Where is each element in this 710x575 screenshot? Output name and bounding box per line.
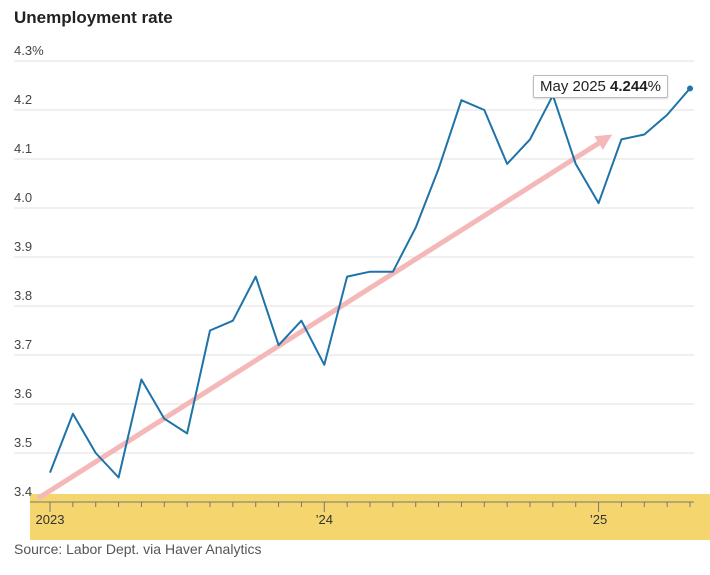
y-tick-label: 3.5	[14, 435, 32, 450]
source-note: Source: Labor Dept. via Haver Analytics	[14, 541, 262, 557]
value-tooltip: May 2025 4.244%	[533, 75, 668, 99]
trend-line	[37, 136, 609, 500]
y-tick-label: 3.7	[14, 337, 32, 352]
trend-layer	[37, 134, 613, 500]
y-tick-label: 3.9	[14, 239, 32, 254]
x-axis: 2023 ’24 ’25	[30, 501, 694, 527]
tooltip-unit: %	[647, 78, 661, 96]
y-tick-label: 3.8	[14, 288, 32, 303]
highlight-band-layer	[30, 494, 710, 540]
y-tick-label: 4.1	[14, 141, 32, 156]
x-tick-label: 2023	[36, 512, 65, 527]
series-layer	[49, 85, 693, 479]
last-point-marker[interactable]	[687, 85, 693, 92]
tooltip-value: 4.244	[610, 78, 648, 96]
chart-title: Unemployment rate	[14, 8, 173, 27]
y-tick-label: 4.3%	[14, 43, 44, 58]
y-tick-label: 4.0	[14, 190, 32, 205]
tooltip-date: May 2025	[540, 78, 606, 96]
y-tick-label: 4.2	[14, 92, 32, 107]
y-tick-label: 3.6	[14, 386, 32, 401]
x-tick-label: ’24	[316, 512, 333, 527]
highlight-band	[30, 494, 710, 540]
trend-arrowhead	[594, 134, 613, 150]
y-tick-label: 3.4	[14, 484, 32, 499]
series-line	[49, 87, 691, 479]
gridlines: 4.3% 4.2 4.1 4.0 3.9 3.8 3.7 3.6 3.5 3.4	[14, 43, 694, 499]
x-tick-label: ’25	[590, 512, 607, 527]
